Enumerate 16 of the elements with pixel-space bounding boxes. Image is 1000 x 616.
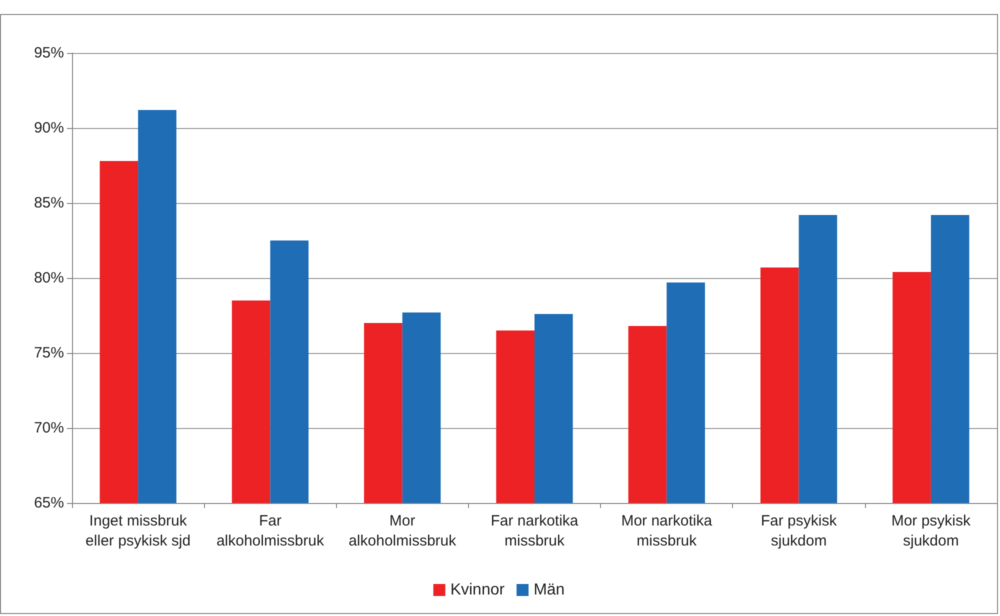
legend-label: Män: [534, 582, 565, 598]
y-tick-label: 95%: [34, 44, 64, 62]
y-tick-label: 70%: [34, 420, 64, 436]
x-tick-label: Inget missbruk eller psykisk sjd: [86, 512, 191, 550]
y-tick-label: 65%: [34, 494, 64, 512]
x-tick-label: Far psykisk sjukdom: [760, 512, 838, 550]
legend-label: Kvinnor: [450, 582, 506, 598]
x-tick-label: Mor psykisk sjukdom: [891, 512, 972, 550]
y-tick-label: 80%: [34, 270, 64, 286]
x-tick-label: Mor alkoholmissbruk: [348, 512, 457, 550]
y-tick-label: 85%: [34, 194, 64, 212]
x-tick-label: Far narkotika missbruk: [490, 512, 579, 550]
y-tick-label: 75%: [34, 344, 64, 362]
y-tick-label: 90%: [34, 120, 64, 136]
x-tick-label: Mor narkotika missbruk: [621, 512, 713, 550]
x-tick-label: Far alkoholmissbruk: [216, 512, 324, 550]
